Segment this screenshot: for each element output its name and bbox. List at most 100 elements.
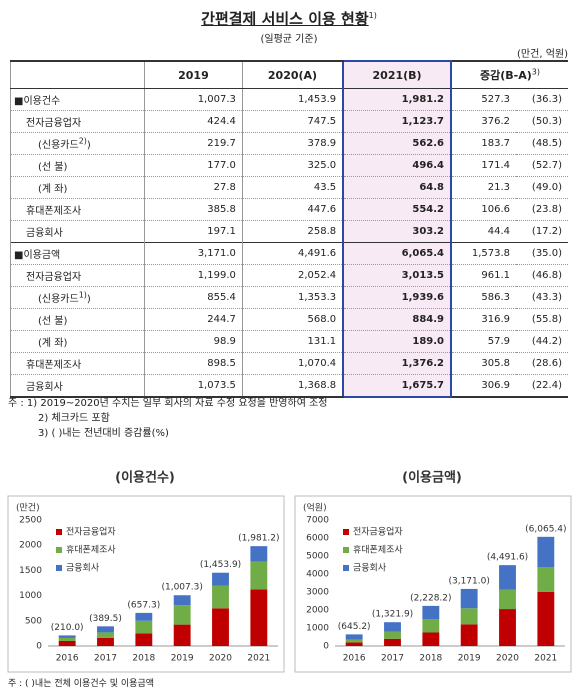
total-label: (657.3) xyxy=(127,600,160,610)
x-tick-label: 2018 xyxy=(132,654,155,664)
cell: 6,065.4 xyxy=(342,242,452,265)
cell: 21.3 xyxy=(450,176,516,199)
row-label: (계 좌) xyxy=(10,176,145,199)
table-row: (계 좌) 98.9 131.1 189.0 57.9 (44.2) xyxy=(10,330,568,353)
x-tick-label: 2020 xyxy=(496,654,519,664)
cell: 898.5 xyxy=(144,352,243,375)
total-label: (1,981.2) xyxy=(238,534,279,544)
cell: 171.4 xyxy=(450,154,516,177)
cell: 197.1 xyxy=(144,220,243,243)
y-tick-label: 1000 xyxy=(19,591,42,601)
cell: 258.8 xyxy=(241,220,344,243)
row-label: 휴대폰제조사 xyxy=(10,352,145,375)
legend-swatch xyxy=(56,547,62,553)
y-tick-label: 2000 xyxy=(19,541,42,551)
bar xyxy=(499,609,516,646)
cell: 1,376.2 xyxy=(342,352,452,375)
cell: 884.9 xyxy=(342,308,452,331)
row-label-text: (선 불) xyxy=(38,316,68,327)
row-label-end: ) xyxy=(86,140,91,151)
y-tick-label: 4000 xyxy=(306,570,329,580)
legend-swatch xyxy=(343,529,349,535)
cell: 44.4 xyxy=(450,220,516,243)
row-label-text: (선 불) xyxy=(38,162,68,173)
bar xyxy=(384,631,401,639)
x-tick-label: 2019 xyxy=(458,654,481,664)
y-tick-label: 1000 xyxy=(306,624,329,634)
bar xyxy=(422,619,440,633)
subtitle: (일평균 기준) xyxy=(260,34,318,45)
bar xyxy=(345,642,363,646)
row-label: 휴대폰제조사 xyxy=(10,198,145,221)
y-axis-label: (만건) xyxy=(16,503,40,514)
cell: 568.0 xyxy=(241,308,344,331)
header-cell: 2020(A) xyxy=(241,60,344,89)
y-axis-label: (억원) xyxy=(303,502,327,514)
bar xyxy=(58,640,76,646)
bar xyxy=(58,637,76,641)
row-label: (계 좌) xyxy=(10,330,145,353)
row-label-text: 휴대폰제조사 xyxy=(26,360,82,371)
y-tick-label: 2500 xyxy=(19,516,42,526)
cell: (17.2) xyxy=(516,220,568,243)
title-text: 간편결제 서비스 이용 현황 xyxy=(201,10,369,28)
row-label: (선 불) xyxy=(10,154,145,177)
table-row: 전자금융업자 424.4 747.5 1,123.7 376.2 (50.3) xyxy=(10,110,568,133)
row-label-text: (신용카드 xyxy=(38,294,79,305)
cell: (43.3) xyxy=(516,286,568,309)
total-label: (2,228.2) xyxy=(410,593,451,603)
x-tick-label: 2016 xyxy=(56,654,79,664)
cell: 316.9 xyxy=(450,308,516,331)
bar xyxy=(422,605,440,619)
charts: (이용건수) (만건) 0 500 1000 1500 2000 2500 2016 (210.0… xyxy=(7,470,572,673)
row-label: (신용카드2)) xyxy=(10,132,145,155)
row-label: ■이용금액 xyxy=(10,242,145,265)
cell: 1,981.2 xyxy=(342,88,452,111)
bar xyxy=(537,536,555,567)
bar xyxy=(135,612,153,621)
cell: 1,070.4 xyxy=(241,352,344,375)
row-label: (선 불) xyxy=(10,308,145,331)
cell: 1,007.3 xyxy=(144,88,243,111)
table-row: ■이용금액 3,171.0 4,491.6 6,065.4 1,573.8 (35.0) xyxy=(10,242,568,265)
header-cell: 증감(B-A)3) xyxy=(450,60,568,89)
legend-label: 휴대폰제조사 xyxy=(353,545,403,556)
cell: (55.8) xyxy=(516,308,568,331)
total-label: (6,065.4) xyxy=(525,524,566,534)
cell: 424.4 xyxy=(144,110,243,133)
bar xyxy=(212,572,229,586)
total-label: (4,491.6) xyxy=(487,553,528,563)
cell: 57.9 xyxy=(450,330,516,353)
cell: 496.4 xyxy=(342,154,452,177)
cell: 1,453.9 xyxy=(241,88,344,111)
row-label-sup: 1) xyxy=(78,290,87,300)
bar xyxy=(460,608,478,625)
x-tick-label: 2018 xyxy=(419,654,442,664)
cell: 747.5 xyxy=(241,110,344,133)
cell: 1,573.8 xyxy=(450,242,516,265)
table-row: (선 불) 177.0 325.0 496.4 171.4 (52.7) xyxy=(10,154,568,177)
chart-title: (이용건수) xyxy=(115,470,175,486)
y-tick-label: 3000 xyxy=(306,588,329,598)
header-cell: 2021(B) xyxy=(342,60,452,89)
total-label: (1,321.9) xyxy=(372,610,413,620)
bar xyxy=(173,595,191,606)
total-label: (645.2) xyxy=(338,622,371,632)
cell: 2,052.4 xyxy=(241,264,344,287)
legend-label: 전자금융업자 xyxy=(66,527,116,538)
chart-title: (이용금액) xyxy=(402,470,462,486)
cell: 219.7 xyxy=(144,132,243,155)
cell: (23.8) xyxy=(516,198,568,221)
cell: 1,368.8 xyxy=(241,374,344,398)
cell: 562.6 xyxy=(342,132,452,155)
row-label-text: 금융회사 xyxy=(26,228,63,239)
table: 2019 2020(A) 2021(B) 증감(B-A)3) ■이용건수 1,00… xyxy=(10,60,568,398)
header-sup: 3) xyxy=(531,67,540,77)
bar xyxy=(173,605,191,625)
header-cell: 2019 xyxy=(144,60,243,89)
row-label-text: (계 좌) xyxy=(38,184,68,195)
cell: 376.2 xyxy=(450,110,516,133)
header-row: 2019 2020(A) 2021(B) 증감(B-A)3) xyxy=(10,60,568,89)
cell: 961.1 xyxy=(450,264,516,287)
table-row: 휴대폰제조사 385.8 447.6 554.2 106.6 (23.8) xyxy=(10,198,568,221)
